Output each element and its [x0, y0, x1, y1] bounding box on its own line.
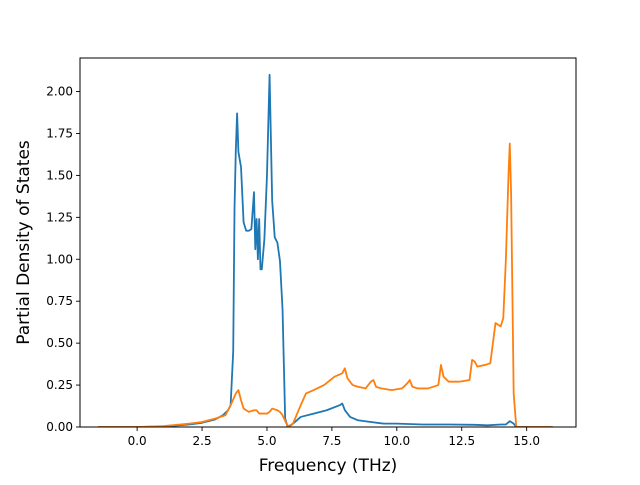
series-line-2 — [98, 142, 553, 427]
x-axis-label: Frequency (THz) — [259, 456, 398, 476]
y-tick-label: 0.75 — [46, 294, 73, 308]
x-tick-label: 5.0 — [257, 434, 276, 448]
y-axis-label: Partial Density of States — [14, 140, 34, 345]
y-tick-label: 1.25 — [46, 210, 73, 224]
x-tick-label: 12.5 — [448, 434, 475, 448]
series-line-1 — [98, 73, 553, 427]
y-tick-label: 0.00 — [46, 420, 73, 434]
x-tick-label: 15.0 — [513, 434, 540, 448]
x-tick-label: 0.0 — [128, 434, 147, 448]
x-axis-ticks: 0.0 2.5 5.0 7.5 10.0 12.5 15.0 — [128, 427, 540, 448]
y-tick-label: 1.00 — [46, 252, 73, 266]
x-tick-label: 10.0 — [383, 434, 410, 448]
y-tick-label: 0.25 — [46, 378, 73, 392]
x-tick-label: 2.5 — [193, 434, 212, 448]
y-tick-label: 1.75 — [46, 126, 73, 140]
y-tick-label: 1.50 — [46, 168, 73, 182]
x-tick-label: 7.5 — [322, 434, 341, 448]
y-tick-label: 2.00 — [46, 85, 73, 99]
y-tick-label: 0.50 — [46, 336, 73, 350]
y-axis-ticks: 0.00 0.25 0.50 0.75 1.00 1.25 1.50 1.75 2.00 — [46, 85, 80, 434]
plot-frame — [79, 57, 577, 428]
plot-area — [98, 73, 553, 427]
